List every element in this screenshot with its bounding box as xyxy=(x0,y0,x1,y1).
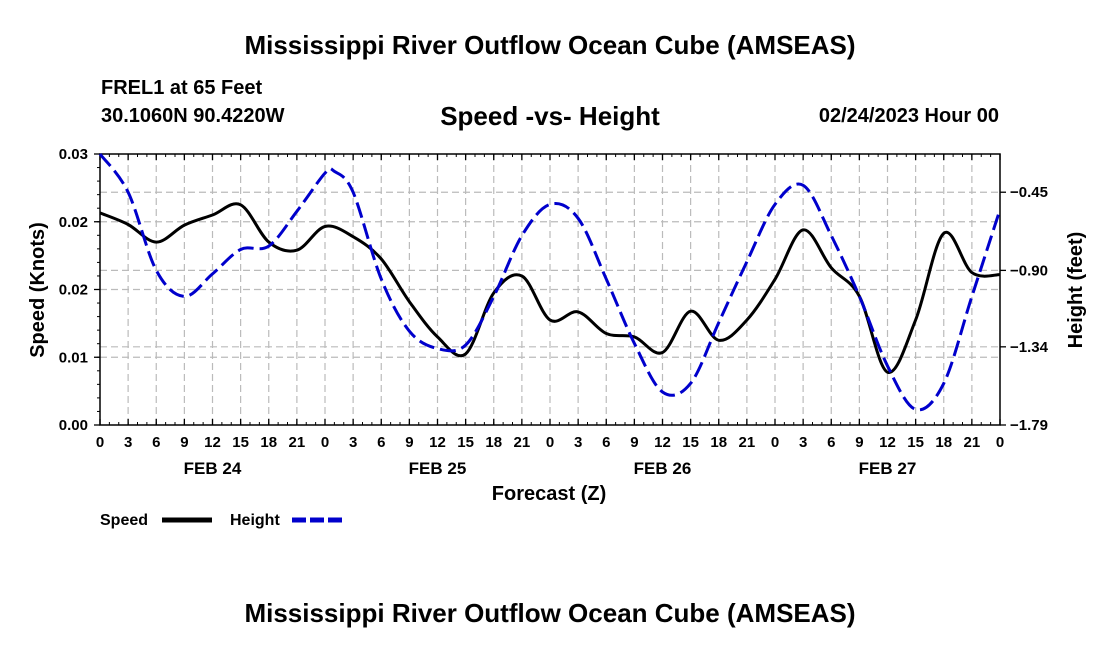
x-tick-label: 0 xyxy=(996,434,1004,451)
x-tick-label: 3 xyxy=(799,434,807,451)
x-tick-label: 0 xyxy=(546,434,554,451)
x-tick-label: 21 xyxy=(739,434,756,451)
x-tick-label: 12 xyxy=(654,434,671,451)
x-tick-label: 0 xyxy=(96,434,104,451)
y-tick-label: 0.00 xyxy=(59,417,88,434)
x-tick-label: 0 xyxy=(321,434,329,451)
x-tick-label: 18 xyxy=(710,434,727,451)
x-tick-label: 3 xyxy=(349,434,357,451)
date-label: FEB 24 xyxy=(184,459,242,478)
x-tick-label: 12 xyxy=(204,434,221,451)
x-tick-label: 6 xyxy=(827,434,835,451)
x-tick-label: 3 xyxy=(574,434,582,451)
y-axis-title: Speed (Knots) xyxy=(27,222,49,358)
date-label: FEB 26 xyxy=(634,459,692,478)
x-tick-label: 9 xyxy=(405,434,413,451)
x-tick-label: 21 xyxy=(514,434,531,451)
y2-tick-label: −0.45 xyxy=(1010,184,1048,201)
series-line-height xyxy=(98,153,1002,412)
x-tick-label: 15 xyxy=(232,434,249,451)
bottom-title: Mississippi River Outflow Ocean Cube (AM… xyxy=(244,598,856,628)
x-tick-label: 9 xyxy=(855,434,863,451)
x-tick-label: 9 xyxy=(180,434,188,451)
x-tick-label: 6 xyxy=(377,434,385,451)
axes-layer xyxy=(94,153,1006,426)
station-label: FREL1 at 65 Feet xyxy=(101,77,263,99)
speed-height-chart: 0 3 6 9 12 15 18 21 0 3 6 9 12 15 18 21 0 3 6 9 12 15 18 21 0 3 6 9… xyxy=(27,146,1087,529)
coordinates-label: 30.1060N 90.4220W xyxy=(101,105,285,127)
forecast-datetime: 02/24/2023 Hour 00 xyxy=(818,105,999,127)
x-tick-label: 15 xyxy=(682,434,699,451)
x-tick-label: 15 xyxy=(457,434,474,451)
x-tick-label: 18 xyxy=(260,434,277,451)
x-tick-label: 18 xyxy=(935,434,952,451)
x-tick-label: 0 xyxy=(771,434,779,451)
main-title: Mississippi River Outflow Ocean Cube (AM… xyxy=(244,30,856,60)
y-tick-label: 0.02 xyxy=(59,214,88,231)
legend-label-speed: Speed xyxy=(100,512,148,529)
x-tick-label: 15 xyxy=(907,434,924,451)
grid-layer xyxy=(100,154,1000,425)
x-tick-label: 21 xyxy=(964,434,981,451)
legend-label-height: Height xyxy=(230,512,280,529)
x-tick-label: 18 xyxy=(485,434,502,451)
x-tick-label: 3 xyxy=(124,434,132,451)
y-tick-label: 0.01 xyxy=(59,349,88,366)
y-tick-label: 0.03 xyxy=(59,146,88,163)
x-tick-label: 12 xyxy=(879,434,896,451)
date-label: FEB 25 xyxy=(409,459,467,478)
series-layer xyxy=(98,153,1002,412)
y2-tick-label: −0.90 xyxy=(1010,262,1048,279)
y2-tick-label: −1.34 xyxy=(1010,339,1049,356)
labels-layer: 0 3 6 9 12 15 18 21 0 3 6 9 12 15 18 21 0 3 6 9 12 15 18 21 0 3 6 9… xyxy=(59,146,1049,478)
x-tick-label: 21 xyxy=(289,434,306,451)
x-axis-title: Forecast (Z) xyxy=(492,483,606,505)
y2-axis-title: Height (feet) xyxy=(1065,232,1087,349)
x-tick-label: 6 xyxy=(152,434,160,451)
y2-tick-label: −1.79 xyxy=(1010,417,1048,434)
x-tick-label: 9 xyxy=(630,434,638,451)
chart-legend: Speed Height xyxy=(100,512,342,529)
x-tick-label: 6 xyxy=(602,434,610,451)
y-tick-label: 0.02 xyxy=(59,282,88,299)
x-tick-label: 12 xyxy=(429,434,446,451)
chart-subtitle: Speed -vs- Height xyxy=(440,101,660,131)
date-label: FEB 27 xyxy=(859,459,917,478)
